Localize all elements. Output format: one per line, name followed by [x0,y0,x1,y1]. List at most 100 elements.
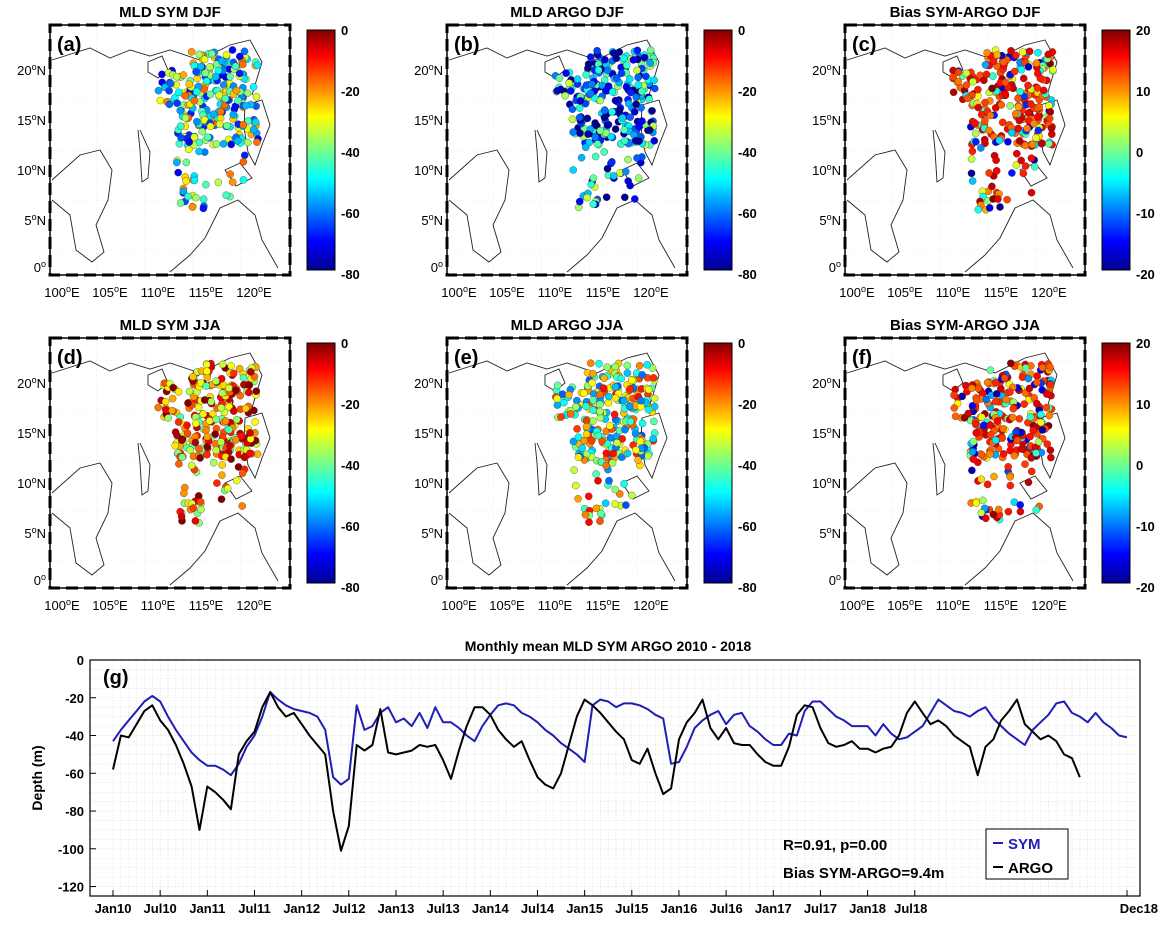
scatter-dot [173,158,181,167]
scatter-dot [950,404,959,412]
scatter-dot [228,178,237,186]
scatter-dot [1004,138,1012,146]
scatter-dot [192,68,200,76]
scatter-dot [168,406,176,415]
scatter-dot [582,422,591,431]
scatter-dot [575,113,584,122]
scatter-dot [964,409,972,418]
lat-tick-label: 10oN [812,162,841,178]
lon-tick-label: 105oE [887,597,923,613]
scatter-dot [228,46,237,54]
scatter-dot [1045,139,1053,148]
lon-tick-label: 100oE [44,284,80,300]
scatter-dot [1021,460,1029,468]
scatter-dots [154,46,262,213]
x-tick-label: Jul16 [709,901,742,916]
scatter-dot [622,61,631,70]
scatter-dot [582,402,590,411]
scatter-dot [996,203,1004,211]
scatter-dot [640,53,649,62]
scatter-dot [584,130,592,138]
scatter-dot [1017,445,1026,453]
scatter-dot [227,140,235,149]
x-tick-label: Jul15 [615,901,648,916]
scatter-dot [243,89,252,98]
scatter-dot [648,107,656,115]
x-tick-label: Jan16 [661,901,698,916]
scatter-dot [972,429,980,437]
scatter-dot [192,419,200,428]
scatter-dot [972,138,980,146]
x-tick-label: Jan18 [849,901,886,916]
scatter-dot [981,61,990,69]
scatter-dot [553,394,561,403]
scatter-dot [580,436,588,445]
scatter-dot [181,114,190,122]
scatter-dot [624,155,632,164]
scatter-dot [570,466,578,474]
scatter-dot [603,121,612,129]
scatter-dot [982,70,991,79]
scatter-dot [974,103,983,112]
lon-tick-label: 110oE [141,284,176,300]
scatter-dot [992,167,1001,175]
scatter-dot [645,126,654,134]
colorbar-labels: 0 -20 -40 -60 -80 [341,23,360,282]
scatter-dot [968,177,977,185]
panel-letter: (e) [454,347,478,369]
scatter-dot [1012,161,1021,169]
scatter-dot [974,205,983,214]
lon-tick-label: 120oE [633,597,669,613]
scatter-dot [561,91,569,100]
colorbar-tick-label: -20 [738,397,757,412]
lon-tick-label: 110oE [936,597,971,613]
scatter-dot [226,170,234,178]
lon-tick-label: 120oE [633,284,669,300]
scatter-dot [178,453,186,462]
map-panel-f: Bias SYM-ARGO JJA (f) 20oN15oN10oN5oN0o … [812,317,1155,613]
map-panel-b: MLD ARGO DJF (b) 20oN 15oN 10oN 5oN 0o 100oE… [414,4,757,300]
y-tick-label: -60 [65,766,84,781]
scatter-dot [154,403,162,412]
scatter-dot [202,360,211,369]
scatter-dot [968,466,976,475]
scatter-dot [1037,418,1045,427]
lon-tick-label: 100oE [839,284,875,300]
scatter-dot [618,435,626,443]
scatter-dot [553,401,562,409]
scatter-dot [986,421,995,429]
lat-tick-label: 20oN [414,375,443,391]
scatter-dot [620,137,629,145]
colorbar [703,29,733,271]
colorbar [1101,29,1131,271]
scatter-dot [969,455,978,463]
scatter-dot [1033,378,1041,387]
scatter-dot [632,93,641,101]
scatter-dot [608,158,616,166]
scatter-dot [1004,507,1013,516]
scatter-dot [252,92,261,101]
scatter-dot [977,475,986,483]
scatter-dot [626,75,634,83]
latitude-labels: 20oN 15oN 10oN 5oN 0o [414,62,443,275]
scatter-dot [565,391,573,399]
scatter-dot [182,158,191,167]
scatter-dot [556,85,565,94]
scatter-dot [967,155,976,163]
scatter-dot [650,417,658,426]
scatter-dot [989,57,998,66]
lat-tick-label: 10oN [812,475,841,491]
scatter-dot [1047,124,1056,133]
scatter-dot [577,153,586,162]
scatter-dot [251,118,260,126]
scatter-dot [591,152,600,161]
scatter-dot [589,406,597,414]
scatter-dot [195,445,203,453]
scatter-dot [1030,119,1038,128]
scatter-dot [589,200,598,208]
scatter-dot [951,412,960,421]
scatter-dot [209,110,218,118]
scatter-dot [174,168,182,177]
scatter-dot [613,439,621,447]
